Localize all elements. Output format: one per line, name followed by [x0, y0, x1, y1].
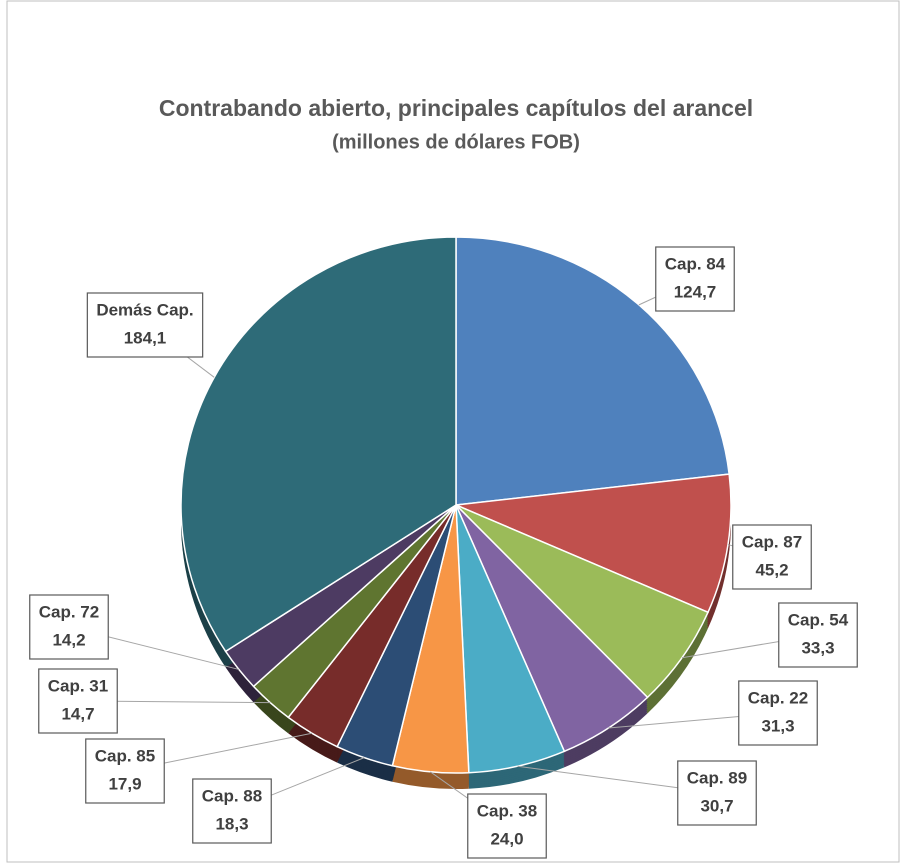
label-box	[29, 594, 109, 660]
value-label: 17,9	[108, 774, 141, 793]
category-label: Cap. 38	[477, 801, 537, 820]
label-box	[192, 778, 272, 844]
category-label: Cap. 54	[788, 610, 849, 629]
value-label: 24,0	[490, 829, 523, 848]
category-label: Cap. 89	[687, 768, 747, 787]
label-box	[732, 524, 812, 590]
data-labels: Cap. 84 124,7 Cap. 87 45,2 Cap. 54 33,3 Cap. 2…	[29, 246, 858, 859]
label-box	[467, 793, 547, 859]
chart-title: Contrabando abierto, principales capítul…	[159, 95, 753, 121]
pie	[180, 236, 732, 774]
slice	[180, 236, 457, 653]
label-box	[655, 246, 735, 312]
category-label: Cap. 72	[39, 602, 99, 621]
slice	[455, 236, 731, 506]
value-label: 30,7	[700, 796, 733, 815]
chart-subtitle: (millones de dólares FOB)	[332, 131, 580, 153]
category-label: Cap. 87	[742, 532, 802, 551]
category-label: Demás Cap.	[96, 300, 193, 319]
value-label: 124,7	[674, 282, 717, 301]
value-label: 18,3	[215, 814, 248, 833]
category-label: Cap. 31	[48, 676, 108, 695]
label-box	[86, 292, 204, 358]
value-label: 184,1	[124, 328, 167, 347]
label-box	[778, 602, 858, 668]
label-box	[677, 760, 757, 826]
value-label: 31,3	[761, 716, 794, 735]
category-label: Cap. 88	[202, 786, 262, 805]
category-label: Cap. 85	[95, 746, 155, 765]
slice	[453, 473, 732, 614]
label-box	[38, 668, 118, 734]
value-label: 14,2	[52, 630, 85, 649]
value-label: 33,3	[801, 638, 834, 657]
value-label: 14,7	[61, 704, 94, 723]
label-box	[85, 738, 165, 804]
category-label: Cap. 22	[748, 688, 808, 707]
value-label: 45,2	[755, 560, 788, 579]
label-box	[738, 680, 818, 746]
category-label: Cap. 84	[665, 254, 726, 273]
